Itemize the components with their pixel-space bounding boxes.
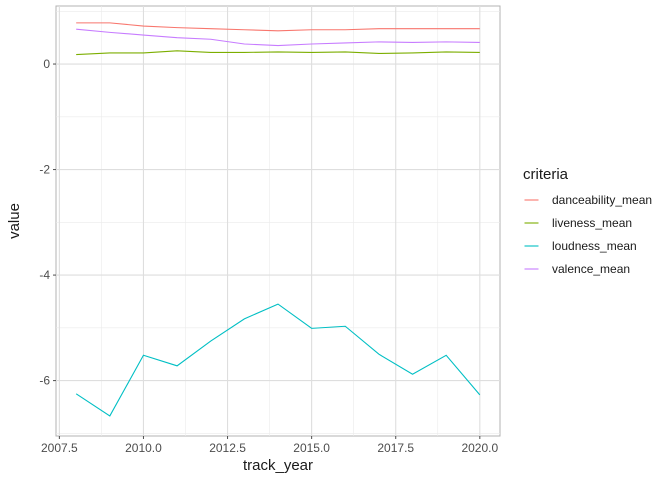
- y-ticks: -6 -4 -2 0: [39, 57, 56, 388]
- x-axis-title: track_year: [243, 457, 313, 474]
- y-tick-label: -2: [39, 163, 50, 177]
- legend-title: criteria: [523, 166, 569, 183]
- x-tick-label: 2010.0: [125, 441, 162, 455]
- grid-minor: [56, 6, 500, 436]
- x-tick-label: 2015.0: [293, 441, 330, 455]
- x-tick-label: 2012.5: [209, 441, 246, 455]
- y-tick-label: 0: [43, 57, 50, 71]
- y-tick-label: -4: [39, 268, 50, 282]
- legend-label: danceability_mean: [552, 193, 652, 207]
- legend-label: valence_mean: [552, 262, 630, 276]
- plot-panel: [55, 5, 501, 437]
- series-line-valence-mean: [76, 28, 480, 47]
- y-axis-title: value: [6, 203, 23, 239]
- y-tick-label: -6: [39, 374, 50, 388]
- series-lines: [75, 22, 481, 417]
- series-line-loudness-mean: [75, 303, 481, 417]
- x-tick-label: 2007.5: [41, 441, 78, 455]
- legend-label: loudness_mean: [552, 239, 637, 253]
- legend-label: liveness_mean: [552, 216, 632, 230]
- x-tick-label: 2020.0: [461, 441, 498, 455]
- grid-major: [56, 6, 500, 436]
- x-tick-label: 2017.5: [377, 441, 414, 455]
- series-line-liveness-mean: [76, 50, 480, 56]
- x-ticks: 2007.5 2010.0 2012.5 2015.0 2017.5 2020.0: [41, 436, 498, 455]
- legend: criteria danceability_mean liveness_meanl…: [523, 166, 652, 277]
- series-line-danceability-mean: [76, 22, 480, 32]
